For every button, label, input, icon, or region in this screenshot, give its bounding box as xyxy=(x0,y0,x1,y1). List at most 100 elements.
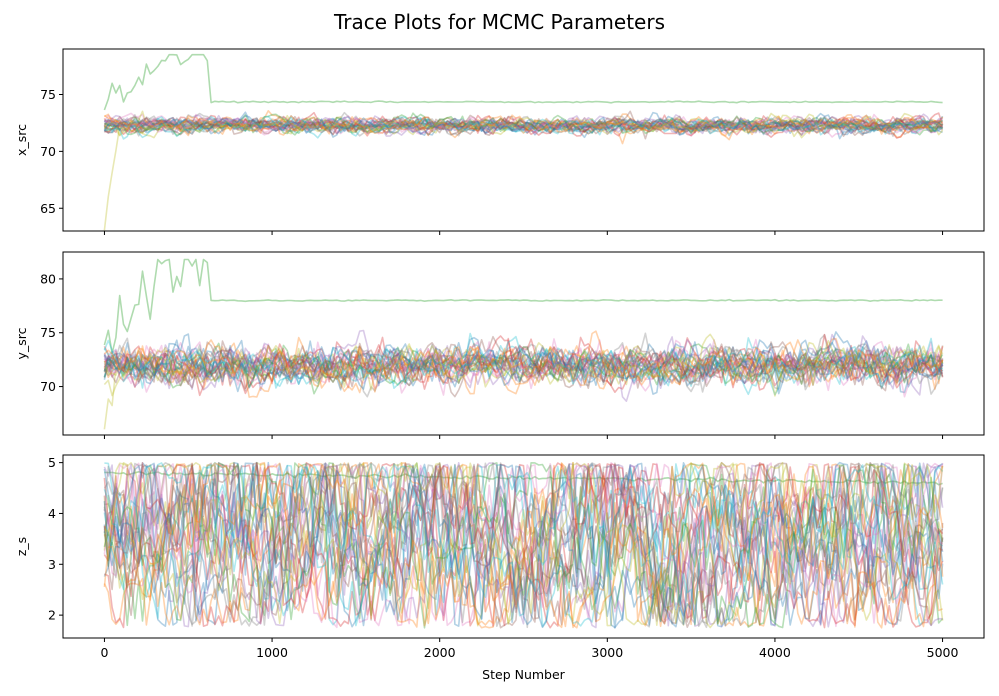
walker-trace-1-26 xyxy=(104,338,944,390)
walker-trace-1-7 xyxy=(103,334,944,398)
walker-trace-0-7 xyxy=(104,112,943,137)
walker-trace-2-8 xyxy=(103,461,944,627)
walker-trace-2-10 xyxy=(103,461,944,629)
walker-trace-1-31 xyxy=(103,330,944,398)
walker-trace-2-4 xyxy=(103,462,943,628)
walker-trace-1-27 xyxy=(103,332,944,387)
walker-trace-2-2 xyxy=(104,471,943,486)
walker-trace-1-16 xyxy=(103,338,944,398)
walker-trace-0-10 xyxy=(103,115,943,139)
panel-y-src: 70 75 80 y_src xyxy=(14,251,985,439)
walker-trace-2-20 xyxy=(103,461,944,629)
y-tick-label: 2 xyxy=(48,608,56,623)
walker-trace-2-19 xyxy=(103,461,944,628)
walker-trace-2-9 xyxy=(104,462,944,626)
walker-trace-2-1 xyxy=(103,461,943,629)
walker-trace-0-19 xyxy=(103,116,944,139)
walker-trace-0-24 xyxy=(104,114,943,135)
walker-trace-0-11 xyxy=(103,110,943,141)
walker-trace-1-11 xyxy=(104,337,944,395)
y-axis-label: y_src xyxy=(14,327,29,359)
y-axis-label: z_s xyxy=(14,537,29,556)
walker-trace-2-7 xyxy=(103,462,944,629)
walker-trace-1-30 xyxy=(103,333,944,395)
axes-frame xyxy=(62,251,985,436)
walker-trace-1-24 xyxy=(104,335,944,391)
walker-trace-0-3 xyxy=(104,112,944,139)
walker-trace-1-10 xyxy=(103,331,944,391)
walker-trace-0-21 xyxy=(103,115,944,135)
walker-trace-0-23 xyxy=(103,111,944,136)
walker-trace-1-0 xyxy=(103,339,944,395)
walker-trace-2-15 xyxy=(103,462,944,626)
walker-trace-0-14 xyxy=(103,114,944,137)
walker-trace-1-3 xyxy=(103,335,943,395)
walker-trace-0-8 xyxy=(103,110,944,231)
x-tick-label: 5000 xyxy=(927,645,959,660)
walker-trace-1-21 xyxy=(103,339,944,394)
walker-trace-0-26 xyxy=(104,113,943,137)
walker-trace-0-28 xyxy=(103,112,944,136)
walker-trace-0-1 xyxy=(104,115,944,145)
walker-trace-1-28 xyxy=(103,333,944,397)
walker-trace-2-0 xyxy=(103,461,944,628)
walker-trace-1-5 xyxy=(103,341,944,398)
walker-trace-0-13 xyxy=(103,114,943,137)
walker-trace-1-19 xyxy=(103,347,944,396)
walker-trace-0-29 xyxy=(104,115,944,140)
walker-trace-1-1 xyxy=(103,336,944,390)
x-axis-label: Step Number xyxy=(482,667,566,682)
walker-trace-1-17 xyxy=(103,343,944,393)
panel-x-src: 65 70 75 x_src xyxy=(14,48,985,235)
walker-trace-0-4 xyxy=(103,113,943,136)
y-tick-label: 70 xyxy=(40,379,56,394)
y-tick-label: 75 xyxy=(40,87,56,102)
x-tick-label: 2000 xyxy=(424,645,456,660)
walker-trace-0-31 xyxy=(104,113,944,137)
walker-trace-0-9 xyxy=(104,117,943,138)
walker-trace-0-22 xyxy=(104,112,944,137)
walker-trace-2-13 xyxy=(103,462,943,629)
figure-title: Trace Plots for MCMC Parameters xyxy=(333,10,665,34)
walker-trace-2-31 xyxy=(103,461,944,629)
y-tick-label: 75 xyxy=(40,325,56,340)
walker-trace-1-14 xyxy=(103,329,944,402)
walker-trace-2-28 xyxy=(103,461,944,627)
y-tick-label: 65 xyxy=(40,201,56,216)
walker-trace-2-12 xyxy=(103,462,944,627)
walker-trace-1-23 xyxy=(103,333,944,397)
walker-trace-1-6 xyxy=(103,339,944,396)
axes-frame xyxy=(62,48,985,232)
walker-trace-2-25 xyxy=(103,461,944,625)
walker-trace-2-26 xyxy=(103,462,944,625)
y-axis-label: x_src xyxy=(14,124,29,156)
walker-trace-2-27 xyxy=(103,462,944,627)
x-tick-label: 1000 xyxy=(256,645,288,660)
walker-trace-1-12 xyxy=(103,342,944,395)
walker-trace-0-0 xyxy=(104,115,943,140)
y-tick-label: 5 xyxy=(48,455,56,470)
walker-trace-0-2 xyxy=(103,53,943,111)
walker-trace-0-5 xyxy=(103,115,943,140)
walker-trace-0-30 xyxy=(103,115,944,138)
walker-trace-2-21 xyxy=(103,462,944,626)
x-tick-label: 0 xyxy=(100,645,108,660)
x-tick-label: 3000 xyxy=(591,645,623,660)
walker-trace-1-18 xyxy=(103,342,944,397)
walker-trace-2-16 xyxy=(103,461,943,629)
walker-trace-2-6 xyxy=(104,462,944,628)
walker-trace-2-11 xyxy=(103,462,944,629)
walker-trace-1-13 xyxy=(103,337,944,393)
walker-trace-1-4 xyxy=(103,346,944,396)
walker-trace-2-30 xyxy=(103,461,944,628)
walker-trace-2-29 xyxy=(103,462,944,626)
walker-trace-2-5 xyxy=(104,463,944,629)
walker-trace-1-20 xyxy=(103,339,944,386)
walker-trace-1-22 xyxy=(103,343,944,389)
walker-trace-0-18 xyxy=(103,112,943,139)
walker-trace-2-18 xyxy=(103,462,944,629)
walker-trace-1-29 xyxy=(103,335,943,389)
walker-trace-0-20 xyxy=(103,111,944,136)
walker-trace-2-23 xyxy=(104,462,944,629)
walker-trace-0-12 xyxy=(103,114,943,136)
